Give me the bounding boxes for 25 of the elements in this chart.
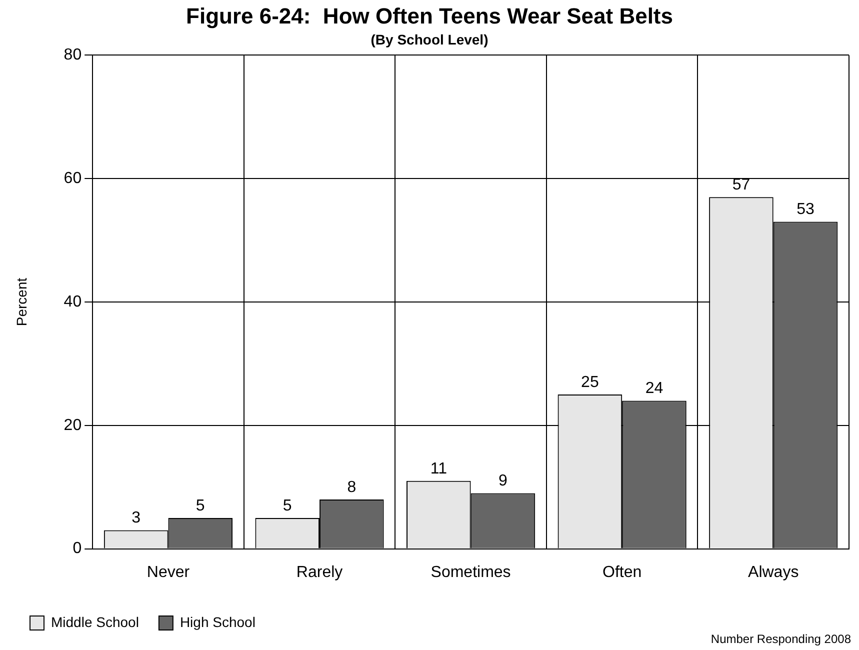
data-label: 53 <box>796 201 815 218</box>
y-tick-label: 80 <box>64 46 82 64</box>
x-tick-label: Always <box>748 564 799 581</box>
y-tick-label: 20 <box>64 416 82 434</box>
data-label: 3 <box>132 510 141 527</box>
data-label: 25 <box>581 374 599 391</box>
data-label: 5 <box>196 497 205 514</box>
y-axis-title: Percent <box>13 278 30 326</box>
text: Number Responding 2008 <box>710 632 851 646</box>
data-label: 24 <box>645 380 664 398</box>
data-label: 5 <box>282 497 292 514</box>
x-tick-label: Often <box>602 564 642 581</box>
y-tick-label: 40 <box>64 293 82 310</box>
data-label: 11 <box>430 460 448 478</box>
data-label: 9 <box>498 472 508 490</box>
y-tick-label: 60 <box>64 170 82 188</box>
y-tick-label: 0 <box>72 540 82 558</box>
chart-title: Figure 6-24: How Often Teens Wear Seat Belts <box>186 3 673 28</box>
data-label: 8 <box>347 478 356 496</box>
legend-label: Middle School <box>51 614 139 630</box>
x-tick-label: Sometimes <box>430 564 511 581</box>
chart-subtitle: (By School Level) <box>370 32 488 48</box>
legend-label: High School <box>180 614 256 630</box>
x-tick-label: Never <box>146 564 190 581</box>
x-tick-label: Rarely <box>296 564 343 581</box>
